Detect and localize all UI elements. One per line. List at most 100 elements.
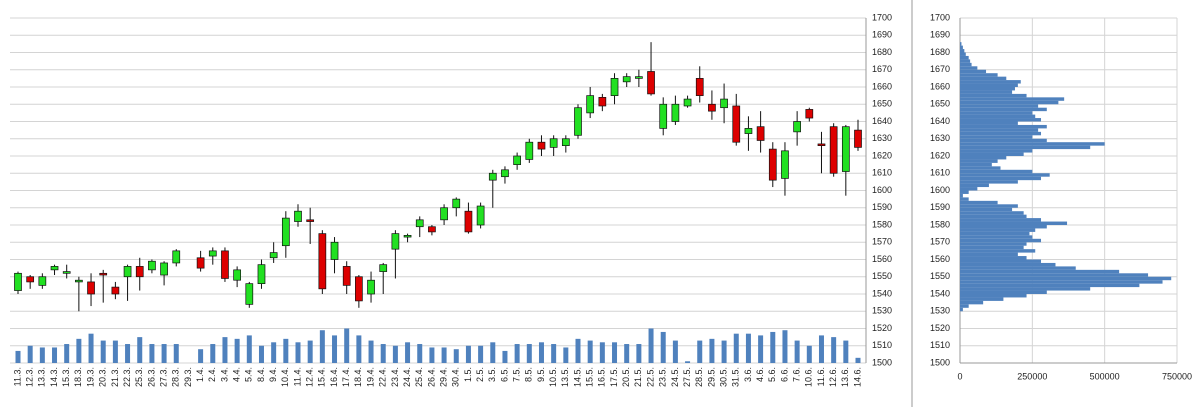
x-tick-label: 10.6. [804, 367, 814, 387]
profile-bar [960, 197, 969, 201]
profile-bar [960, 256, 1027, 260]
candle-body [221, 250, 229, 279]
volume-bar [794, 340, 800, 363]
x-tick-label: 14.3. [49, 367, 59, 387]
profile-bar [960, 59, 971, 63]
y-tick-label: 1570 [872, 237, 892, 247]
candle-body [245, 283, 254, 305]
volume-bar [441, 347, 447, 363]
candle-body [38, 276, 47, 286]
profile-bar [960, 225, 1047, 229]
x-tick-label: 23.4. [390, 367, 400, 387]
volume-bar [198, 349, 204, 363]
candle-body [561, 138, 570, 147]
x-tick-label: 15.3. [61, 367, 71, 387]
x-tick-label: 1.5. [463, 367, 473, 382]
x-tick-label: 3.4. [219, 367, 229, 382]
volume-bar [356, 335, 362, 363]
x-tick-label: 7.5. [512, 367, 522, 382]
profile-bar [960, 273, 1149, 277]
profile-bar [960, 42, 962, 46]
profile-bar [960, 97, 1065, 101]
x-tick-label: 250000 [1017, 371, 1047, 381]
candle-body [854, 129, 862, 148]
profile-bar [960, 252, 1018, 257]
profile-bar [960, 104, 1039, 108]
profile-bar [960, 214, 1027, 219]
x-tick-label: 12.4. [305, 367, 315, 387]
y-tick-label: 1510 [872, 340, 892, 350]
x-tick-label: 2.5. [475, 367, 485, 382]
volume-bar [599, 342, 605, 363]
x-tick-label: 20.5. [621, 367, 631, 387]
profile-bar [960, 193, 963, 198]
profile-bar [960, 111, 1033, 115]
candle-body [610, 78, 619, 96]
y-tick-label: 1610 [872, 168, 892, 178]
candle-body [440, 207, 448, 221]
volume-bar [538, 342, 544, 363]
profile-bar [960, 169, 1033, 174]
profile-bar [960, 187, 978, 191]
x-tick-label: 16.5. [597, 367, 607, 387]
y-tick-label: 1520 [872, 323, 892, 333]
candle-body [208, 250, 217, 257]
y-tick-label: 1560 [930, 254, 950, 264]
candle-body [695, 78, 704, 96]
y-tick-label: 1510 [930, 340, 950, 350]
candle-body [464, 210, 473, 233]
profile-bar [960, 156, 1007, 160]
volume-bar [368, 340, 374, 363]
x-tick-label: 22.4. [378, 367, 388, 387]
y-tick-label: 1630 [930, 133, 950, 143]
candle-body [367, 279, 375, 295]
profile-bar [960, 87, 1015, 91]
y-tick-label: 1610 [930, 168, 950, 178]
y-tick-label: 1540 [930, 288, 950, 298]
x-tick-label: 19.3. [85, 367, 95, 387]
x-tick-label: 16.4. [329, 367, 339, 387]
x-tick-label: 6.5. [499, 367, 509, 382]
x-tick-label: 4.6. [755, 367, 765, 382]
volume-bar [697, 340, 703, 363]
x-tick-label: 500000 [1090, 371, 1120, 381]
candle-body [488, 172, 497, 181]
candle-body [720, 98, 728, 109]
y-tick-label: 1560 [872, 254, 892, 264]
volume-bar [76, 338, 82, 363]
candle-body [148, 260, 156, 271]
profile-bar [960, 90, 1013, 94]
candle-body [26, 276, 35, 283]
x-tick-label: 11.4. [292, 367, 302, 386]
volume-bar [563, 347, 569, 363]
x-tick-label: 30.5. [718, 367, 728, 387]
volume-bar [39, 347, 45, 363]
profile-bar [960, 142, 1105, 146]
volume-bar [672, 340, 678, 363]
x-tick-label: 29.3. [183, 367, 193, 387]
x-tick-label: 25.4. [414, 367, 424, 387]
x-tick-label: 19.4. [365, 367, 375, 387]
profile-bar [960, 49, 965, 53]
x-tick-label: 11.3. [12, 367, 22, 386]
candle-body [403, 235, 412, 238]
profile-bar [960, 231, 1030, 236]
candle-body [415, 219, 424, 228]
volume-bar [15, 350, 21, 363]
volume-bar [161, 344, 167, 363]
candle-body [306, 219, 315, 222]
candle-body [379, 264, 388, 272]
volume-bar [112, 340, 118, 363]
volume-bar [758, 335, 764, 363]
profile-bar [960, 69, 987, 74]
x-tick-label: 15.5. [585, 367, 595, 387]
volume-bar [733, 333, 739, 363]
volume-bar [745, 333, 751, 363]
profile-bar [960, 280, 1163, 284]
volume-bar [855, 357, 861, 363]
profile-bar [960, 259, 1042, 263]
x-tick-label: 1.4. [195, 367, 205, 382]
x-tick-label: 14.5. [572, 367, 582, 387]
candle-body [537, 141, 546, 150]
